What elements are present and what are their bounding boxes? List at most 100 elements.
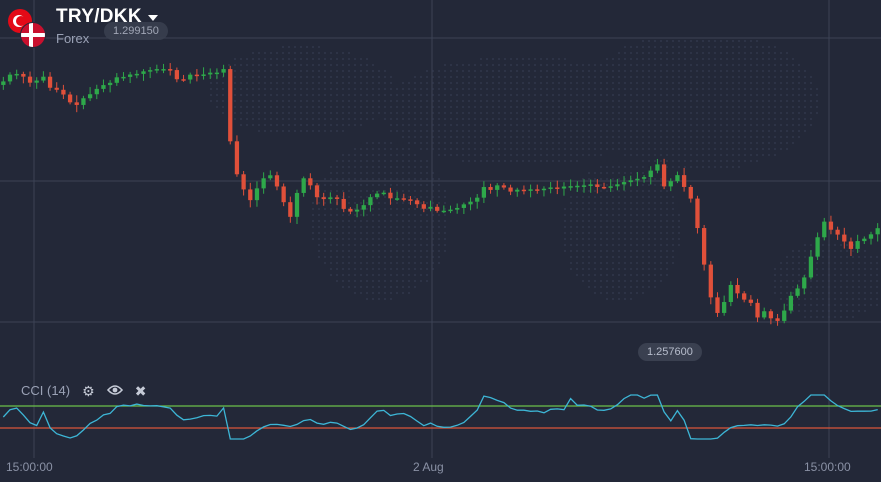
denmark-flag-icon [20, 22, 46, 48]
candle [488, 187, 493, 190]
candle [394, 198, 400, 200]
candle [775, 318, 780, 321]
asset-header[interactable]: TRY/DKK Forex [8, 6, 158, 50]
candle [715, 297, 720, 313]
candle [421, 204, 426, 209]
candle [728, 284, 733, 303]
candle [848, 241, 854, 249]
candle [274, 175, 280, 187]
candle [47, 76, 53, 88]
eye-icon[interactable] [106, 384, 123, 398]
asset-pair-name[interactable]: TRY/DKK [56, 6, 142, 27]
asset-category: Forex [56, 31, 90, 46]
candle [148, 70, 153, 72]
candle [121, 76, 126, 79]
candle [461, 204, 466, 208]
candle [768, 311, 774, 319]
candle [842, 234, 847, 242]
candle [214, 72, 220, 75]
gear-icon[interactable]: ⚙ [82, 382, 95, 399]
candle [361, 205, 366, 210]
price-label-high: 1.299150 [104, 22, 168, 40]
indicator-name: CCI (14) [21, 383, 71, 398]
candle [7, 74, 13, 82]
candle [87, 94, 93, 99]
candle [107, 82, 113, 86]
candle [568, 186, 573, 188]
candle [134, 73, 139, 76]
candle [54, 87, 59, 90]
candle [681, 175, 687, 187]
candle [27, 76, 33, 83]
candle [655, 164, 660, 171]
candle [341, 198, 346, 209]
candle [588, 184, 593, 186]
candle [354, 209, 360, 212]
time-label: 2 Aug [413, 460, 444, 474]
candle [141, 71, 146, 74]
candle [368, 197, 373, 206]
candle [328, 197, 333, 200]
candle [208, 72, 213, 75]
candle [34, 80, 39, 83]
candle [314, 185, 320, 198]
candle [802, 277, 807, 289]
candle [675, 175, 680, 182]
candle [615, 184, 620, 187]
cci-line [2, 394, 878, 440]
candle [374, 193, 380, 198]
candle [21, 73, 26, 77]
candle [415, 200, 420, 205]
caret-down-icon[interactable] [147, 15, 158, 21]
candle [74, 102, 79, 105]
candle [308, 178, 313, 186]
candle [475, 197, 480, 202]
candle [381, 192, 386, 195]
candle [281, 186, 286, 203]
candle [575, 185, 580, 188]
candle [408, 199, 413, 201]
candle [168, 69, 173, 71]
candle [241, 174, 246, 190]
time-label: 15:00:00 [6, 460, 53, 474]
candle [541, 188, 547, 191]
candle [501, 185, 507, 188]
candle [688, 186, 693, 199]
asset-title-block: TRY/DKK Forex [56, 6, 158, 46]
candle [521, 189, 527, 192]
candle [735, 284, 740, 294]
candle [862, 238, 867, 242]
candle [101, 85, 106, 89]
candle [268, 175, 273, 179]
candle [648, 170, 653, 178]
candle [835, 229, 840, 235]
asset-selector[interactable]: TRY/DKK [56, 6, 158, 28]
close-icon[interactable]: ✖ [134, 382, 147, 399]
candle [661, 164, 667, 187]
candle [388, 192, 393, 199]
candle [561, 186, 567, 189]
time-label: 15:00:00 [804, 460, 851, 474]
candle [668, 181, 673, 187]
candle [762, 311, 767, 318]
candle [581, 185, 587, 187]
candle [748, 299, 753, 303]
candle [755, 302, 760, 318]
candle [81, 98, 86, 105]
candle [548, 187, 553, 189]
candle [875, 228, 880, 235]
candle [508, 187, 513, 192]
candle [601, 186, 607, 189]
candle [1, 81, 6, 85]
candle [441, 210, 446, 213]
candle [722, 302, 727, 313]
candle [788, 295, 794, 311]
candle [254, 188, 260, 201]
candle [808, 256, 814, 278]
asset-flags [8, 6, 48, 48]
candle [428, 206, 433, 209]
candle [41, 76, 46, 81]
candle [815, 237, 820, 257]
